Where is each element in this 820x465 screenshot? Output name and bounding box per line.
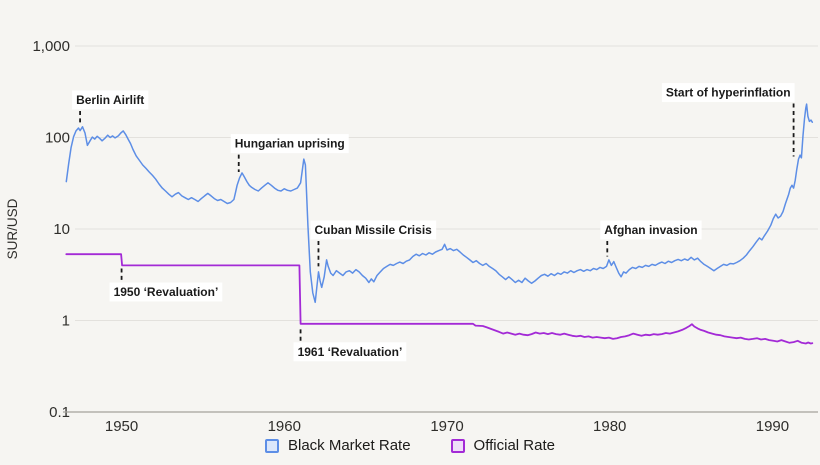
annotation-label-background (310, 220, 437, 240)
x-tick-label: 1980 (593, 418, 626, 435)
y-gridlines (75, 45, 818, 321)
annotation-label: 1961 ‘Revaluation’ (298, 345, 403, 359)
legend-item-black-market-rate: Black Market Rate (265, 437, 411, 454)
annotation-label-background (109, 282, 223, 302)
series-black-market-rate (65, 103, 814, 304)
y-tick-label: 10 (53, 221, 70, 238)
y-tick-label: 100 (45, 130, 70, 147)
x-tick-label: 1950 (105, 418, 138, 435)
legend-swatch-official-rate (450, 438, 465, 453)
axis-tick-labels: 1,000 100 10 1 0.1 1950 1960 1970 1980 1990 (32, 38, 789, 435)
chart-legend: Black Market Rate Official Rate (0, 437, 820, 454)
annotation-labels: Berlin Airlift Hungarian uprising Cuban Mi… (72, 83, 795, 362)
annotation-hungarian-uprising: Hungarian uprising (230, 134, 349, 154)
annotation-dashes (79, 103, 795, 341)
annotation-label: 1950 ‘Revaluation’ (114, 285, 219, 299)
y-axis-title: SUR/USD (5, 198, 20, 259)
annotation-start-of-hyperinflation: Start of hyperinflation (661, 83, 795, 103)
annotation-label: Start of hyperinflation (666, 86, 791, 100)
annotation-1950-revaluation: 1950 ‘Revaluation’ (109, 282, 223, 302)
x-tick-label: 1970 (430, 418, 463, 435)
exchange-rate-chart: 1,000 100 10 1 0.1 1950 1960 1970 1980 1990 SUR/US… (5, 38, 818, 435)
y-tick-label: 1 (62, 313, 70, 330)
annotation-label-background (230, 134, 349, 154)
annotation-afghan-invasion: Afghan invasion (600, 220, 702, 240)
annotation-cuban-missile-crisis: Cuban Missile Crisis (310, 220, 437, 240)
annotation-1961-revaluation: 1961 ‘Revaluation’ (293, 342, 407, 362)
x-tick-label: 1990 (756, 418, 789, 435)
annotation-label-background (293, 342, 407, 362)
y-tick-label: 1,000 (32, 38, 70, 55)
series-official-rate (65, 253, 814, 345)
annotation-label-background (72, 90, 149, 110)
annotation-label-background (600, 220, 702, 240)
annotation-label: Hungarian uprising (235, 137, 345, 151)
annotation-berlin-airlift: Berlin Airlift (72, 90, 149, 110)
legend-label-official-rate: Official Rate (473, 437, 555, 454)
annotation-label: Afghan invasion (604, 223, 697, 237)
annotation-label: Berlin Airlift (76, 93, 144, 107)
y-tick-label: 0.1 (49, 404, 70, 421)
legend-label-black-market-rate: Black Market Rate (288, 437, 411, 454)
annotation-label-background (661, 83, 795, 103)
legend-swatch-black-market-rate (265, 438, 279, 453)
legend-item-official-rate: Official Rate (450, 437, 555, 454)
x-tick-label: 1960 (268, 418, 301, 435)
annotation-label: Cuban Missile Crisis (314, 223, 432, 237)
